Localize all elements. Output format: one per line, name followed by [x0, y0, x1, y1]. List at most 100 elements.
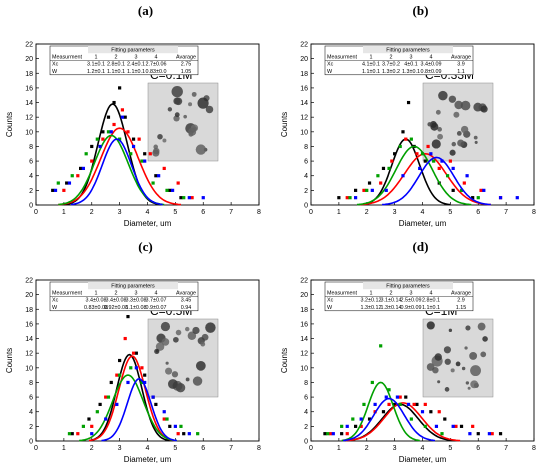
fit-table-cell: 2.5±0.09 — [401, 298, 422, 304]
fit-curve — [382, 156, 491, 206]
data-point — [140, 159, 144, 163]
data-point — [187, 432, 191, 436]
data-point — [331, 432, 335, 436]
x-tick-label: 2 — [90, 209, 94, 216]
data-point — [118, 358, 122, 363]
data-point — [423, 402, 427, 407]
fit-table-cell: 1.1 — [457, 69, 465, 75]
micrograph-particle — [188, 102, 193, 107]
fit-curve — [356, 145, 472, 206]
micrograph-particle — [464, 346, 468, 350]
fit-table-header: Measurment — [327, 55, 357, 61]
fit-table-row-label: W — [52, 69, 58, 75]
fit-table-cell: 3.4±0.09 — [421, 62, 442, 68]
y-tick-label: 14 — [25, 100, 33, 107]
x-tick-label: 4 — [421, 209, 425, 216]
data-point — [104, 395, 108, 399]
fit-table-title: Fitting parameters — [111, 47, 155, 53]
fit-table-cell: 4.1±0.1 — [362, 62, 380, 68]
y-tick-label: 16 — [300, 321, 308, 328]
fit-table: Fitting parameters Measurment 1 2 3 4 Avarage X… — [324, 281, 474, 312]
micrograph-particle — [192, 376, 203, 386]
data-point — [101, 137, 105, 141]
data-point — [379, 181, 383, 185]
micrograph-particle — [437, 133, 443, 140]
data-point — [165, 188, 169, 192]
data-point — [90, 144, 94, 149]
y-axis-label: Counts — [280, 348, 289, 373]
data-point — [345, 424, 349, 428]
fit-table-cell: 1.3±0.14 — [381, 305, 402, 311]
fit-table-header: 3 — [410, 55, 413, 61]
micrograph-particle — [175, 329, 182, 336]
fit-table-header: 4 — [430, 55, 433, 61]
fit-table-cell: 0.92±0.08 — [104, 305, 128, 311]
data-point — [179, 196, 183, 200]
y-tick-label: 22 — [25, 278, 33, 285]
micrograph-particle — [449, 149, 456, 156]
data-point — [465, 174, 469, 178]
data-point — [498, 196, 503, 200]
series-4 — [331, 395, 491, 442]
fit-table-header: Measurment — [52, 55, 82, 61]
fit-table-cell: 1.3±0.2 — [382, 69, 400, 75]
micrograph-particle — [183, 114, 187, 119]
micrograph-particle — [171, 85, 183, 98]
data-point — [345, 432, 349, 436]
y-tick-label: 2 — [29, 188, 33, 195]
fit-table-cell: 2.8±0.1 — [422, 298, 440, 304]
data-point — [148, 152, 152, 156]
micrograph-particle — [444, 358, 451, 365]
fit-table-header: 1 — [95, 55, 98, 61]
y-axis-label: Counts — [280, 112, 289, 137]
fit-table-cell: 1.2±0.1 — [87, 69, 105, 75]
y-tick-label: 14 — [300, 100, 308, 107]
micrograph-particle — [437, 380, 441, 384]
fit-table-header: 3 — [135, 291, 138, 297]
data-point — [170, 188, 175, 192]
micrograph-particle — [480, 351, 487, 358]
fit-table-header: Measurment — [327, 291, 357, 297]
y-tick-label: 10 — [300, 365, 308, 372]
micrograph-particle — [444, 387, 450, 392]
data-point — [404, 395, 408, 399]
x-tick-label: 2 — [365, 445, 369, 452]
micrograph-particle — [173, 336, 179, 343]
data-point — [468, 432, 472, 436]
x-axis-label: Diameter, um — [399, 455, 447, 464]
micrograph-particle — [470, 380, 479, 389]
fit-table-header: 4 — [155, 55, 158, 61]
y-tick-label: 4 — [29, 173, 33, 180]
micrograph-particle — [470, 365, 481, 377]
data-point — [90, 159, 94, 163]
data-point — [362, 402, 366, 407]
y-tick-label: 22 — [25, 42, 33, 49]
data-point — [134, 351, 138, 355]
micrograph-particle — [157, 133, 163, 140]
data-point — [354, 424, 358, 428]
fit-table-cell: 1.3±0.1 — [402, 69, 420, 75]
fit-curve — [345, 402, 461, 442]
y-tick-label: 8 — [304, 144, 308, 151]
panel-label: (c) — [138, 239, 152, 254]
x-tick-label: 4 — [421, 445, 425, 452]
data-point — [490, 432, 494, 436]
fit-table-cell: 0.83±0.0 — [146, 69, 167, 75]
data-point — [179, 424, 183, 428]
y-tick-label: 0 — [304, 203, 308, 210]
fit-table-header: Avarage — [451, 55, 471, 61]
fit-curve — [58, 127, 182, 206]
data-point — [398, 144, 402, 149]
data-point — [354, 196, 358, 200]
series-3 — [348, 137, 480, 206]
fit-table-cell: 0.94 — [181, 305, 192, 311]
micrograph-particle — [454, 100, 463, 110]
fit-table-cell: 2.8±0.1 — [107, 62, 125, 68]
micrograph-particle — [457, 139, 465, 147]
y-tick-label: 14 — [300, 336, 308, 343]
data-point — [81, 424, 85, 428]
data-point — [354, 188, 358, 192]
x-tick-label: 0 — [34, 209, 38, 216]
micrograph-particle — [185, 377, 190, 382]
data-point — [451, 166, 455, 171]
